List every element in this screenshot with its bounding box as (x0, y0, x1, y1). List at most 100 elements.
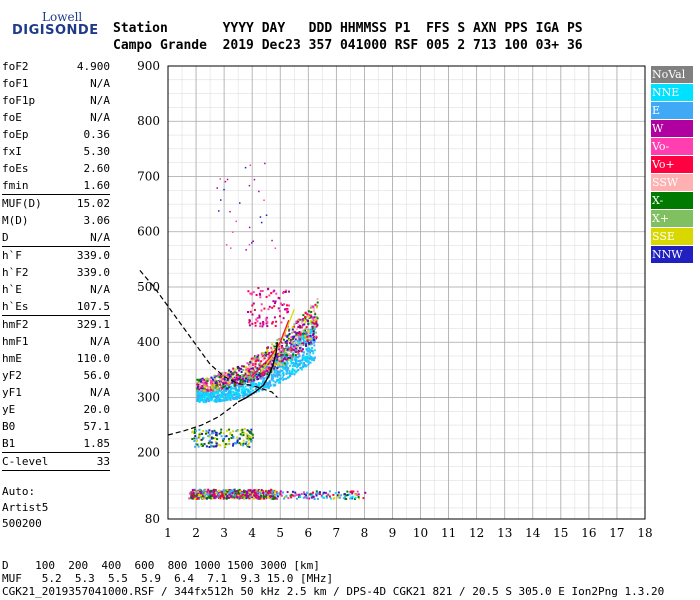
echo-point (210, 399, 213, 402)
echo-point (256, 371, 259, 374)
echo-point (336, 494, 339, 497)
echo-point (232, 387, 235, 390)
echo-point (235, 493, 238, 496)
echo-point (256, 376, 258, 379)
echo-point (226, 374, 229, 377)
echo-point (316, 301, 319, 304)
echo-point (245, 368, 248, 371)
echo-point (232, 371, 235, 374)
echo-point (243, 382, 245, 385)
echo-point (211, 430, 214, 433)
echo-point (204, 385, 206, 388)
echo-point (205, 388, 208, 391)
echo-point (260, 491, 263, 494)
echo-point (210, 492, 213, 495)
echo-point (207, 435, 210, 438)
echo-point (215, 491, 217, 494)
echo-point (320, 495, 323, 498)
echo-point (229, 383, 232, 386)
echo-point (193, 440, 196, 442)
echo-point (280, 363, 283, 366)
echo-point (229, 375, 232, 378)
echo-point (255, 488, 258, 491)
echo-point (288, 358, 291, 361)
echo-point (247, 290, 250, 293)
echo-point (197, 385, 200, 388)
echo-point (221, 495, 224, 498)
echo-point (208, 490, 211, 493)
echo-point (236, 367, 239, 370)
station-header: Station YYYY DAY DDD HHMMSS P1 FFS S AXN… (113, 20, 583, 54)
echo-point (301, 325, 304, 328)
echo-point (261, 290, 264, 292)
echo-point (289, 364, 292, 367)
echo-point (315, 490, 318, 493)
echo-point (278, 359, 281, 362)
echo-point (250, 357, 253, 360)
echo-point (219, 178, 221, 180)
param-row: C-level 33 (2, 453, 110, 470)
echo-point (289, 356, 292, 359)
echo-point (229, 391, 231, 394)
param-separator (2, 470, 110, 471)
echo-point (244, 393, 246, 396)
echo-point (282, 349, 285, 352)
echo-point (304, 341, 307, 344)
echo-point (275, 342, 278, 345)
echo-point (229, 373, 232, 376)
echo-point (309, 361, 312, 364)
echo-point (310, 322, 313, 325)
echo-point (251, 496, 254, 498)
x-tick-label: 11 (441, 526, 456, 540)
echo-point (247, 389, 250, 392)
echo-point (298, 496, 301, 499)
echo-point (284, 347, 287, 350)
echo-point (223, 399, 226, 402)
echo-point (298, 349, 301, 352)
param-name: yF1 (2, 386, 22, 399)
echo-point (244, 166, 247, 169)
echo-point (213, 391, 216, 394)
echo-point (292, 345, 295, 348)
echo-point (306, 359, 309, 362)
echo-point (220, 199, 222, 201)
param-separator (2, 194, 110, 195)
param-value: 15.02 (76, 197, 110, 210)
echo-point (311, 327, 314, 330)
echo-point (213, 387, 215, 389)
header-labels: Station YYYY DAY DDD HHMMSS P1 FFS S AXN… (113, 21, 583, 36)
echo-point (232, 391, 235, 393)
echo-point (358, 497, 361, 500)
echo-point (215, 395, 218, 398)
echo-point (203, 442, 206, 445)
echo-point (287, 347, 290, 349)
echo-point (280, 357, 283, 360)
echo-point (253, 490, 256, 493)
echo-point (193, 490, 196, 493)
echo-point (302, 334, 304, 337)
echo-point (188, 497, 191, 500)
echo-point (312, 357, 315, 360)
echo-point (232, 231, 234, 233)
echo-point (272, 492, 275, 495)
echo-point (274, 384, 277, 387)
echo-point (238, 385, 240, 388)
echo-point (251, 492, 254, 495)
echo-point (294, 331, 297, 334)
echo-point (314, 303, 317, 306)
echo-point (304, 355, 307, 358)
echo-point (241, 374, 244, 377)
echo-point (206, 388, 209, 391)
param-row: foF1 N/A (2, 75, 110, 92)
echo-point (210, 388, 213, 391)
echo-point (257, 359, 260, 362)
echo-point (225, 379, 228, 382)
echo-point (245, 440, 248, 443)
echo-point (215, 496, 217, 499)
echo-point (266, 375, 269, 378)
echo-point (278, 358, 281, 361)
echo-point (204, 378, 207, 380)
echo-point (266, 369, 268, 372)
echo-point (215, 387, 218, 390)
echo-point (219, 390, 222, 392)
